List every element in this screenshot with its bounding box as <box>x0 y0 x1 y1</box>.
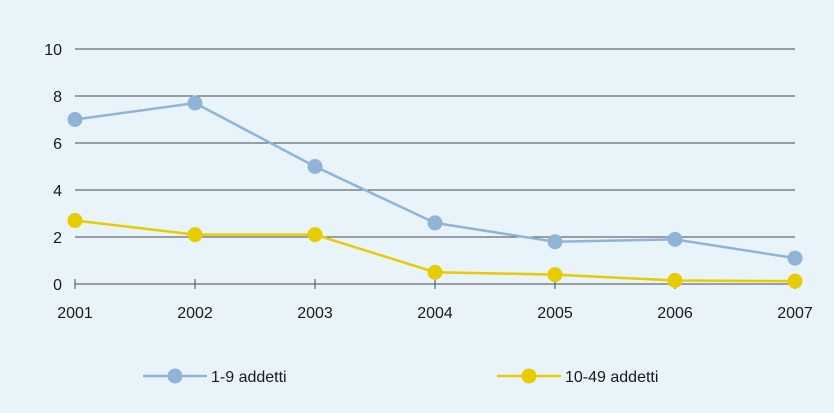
series-1-point-2007 <box>787 250 803 266</box>
legend: 1-9 addetti 10-49 addetti <box>143 368 658 386</box>
y-tick-label: 6 <box>53 136 62 153</box>
x-tick-label: 2002 <box>177 305 213 322</box>
series-2-point-2003 <box>307 227 323 243</box>
series-2-point-2002 <box>187 227 203 243</box>
series-2-point-2007 <box>787 273 803 289</box>
series-2-point-2005 <box>547 267 563 283</box>
series-1-point-2004 <box>427 215 443 231</box>
y-tick-label: 0 <box>53 277 62 294</box>
x-tick-label: 2005 <box>537 305 573 322</box>
legend-swatch-marker <box>521 368 537 384</box>
x-tick-label: 2001 <box>57 305 93 322</box>
series <box>67 95 803 289</box>
y-tick-label: 8 <box>53 89 62 106</box>
series-1-point-2001 <box>67 112 83 127</box>
series-2-point-2006 <box>667 272 683 288</box>
series-2-point-2001 <box>67 213 83 229</box>
series-1-point-2002 <box>187 95 203 111</box>
x-tick-label: 2007 <box>777 305 813 322</box>
y-tick-label: 4 <box>53 183 62 200</box>
series-1-point-2005 <box>547 234 563 250</box>
x-tick-label: 2006 <box>657 305 693 322</box>
x-tick-label: 2003 <box>297 305 333 322</box>
series-1-point-2006 <box>667 231 683 247</box>
legend-label: 1-9 addetti <box>211 369 287 386</box>
legend-label: 10-49 addetti <box>565 369 658 386</box>
x-tick-label: 2004 <box>417 305 453 322</box>
y-tick-label: 10 <box>44 42 62 59</box>
y-tick-label: 2 <box>53 230 62 247</box>
series-1-point-2003 <box>307 159 323 174</box>
legend-swatch-marker <box>167 368 183 384</box>
series-2-point-2004 <box>427 264 443 280</box>
